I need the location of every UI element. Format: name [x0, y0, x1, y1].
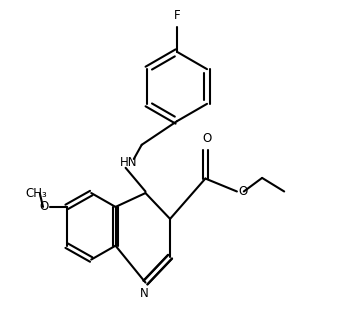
Text: O: O: [202, 132, 212, 145]
Text: O: O: [39, 200, 48, 213]
Text: N: N: [139, 287, 148, 300]
Text: O: O: [239, 185, 248, 198]
Text: CH₃: CH₃: [26, 187, 47, 200]
Text: F: F: [174, 9, 180, 22]
Text: HN: HN: [119, 156, 137, 169]
